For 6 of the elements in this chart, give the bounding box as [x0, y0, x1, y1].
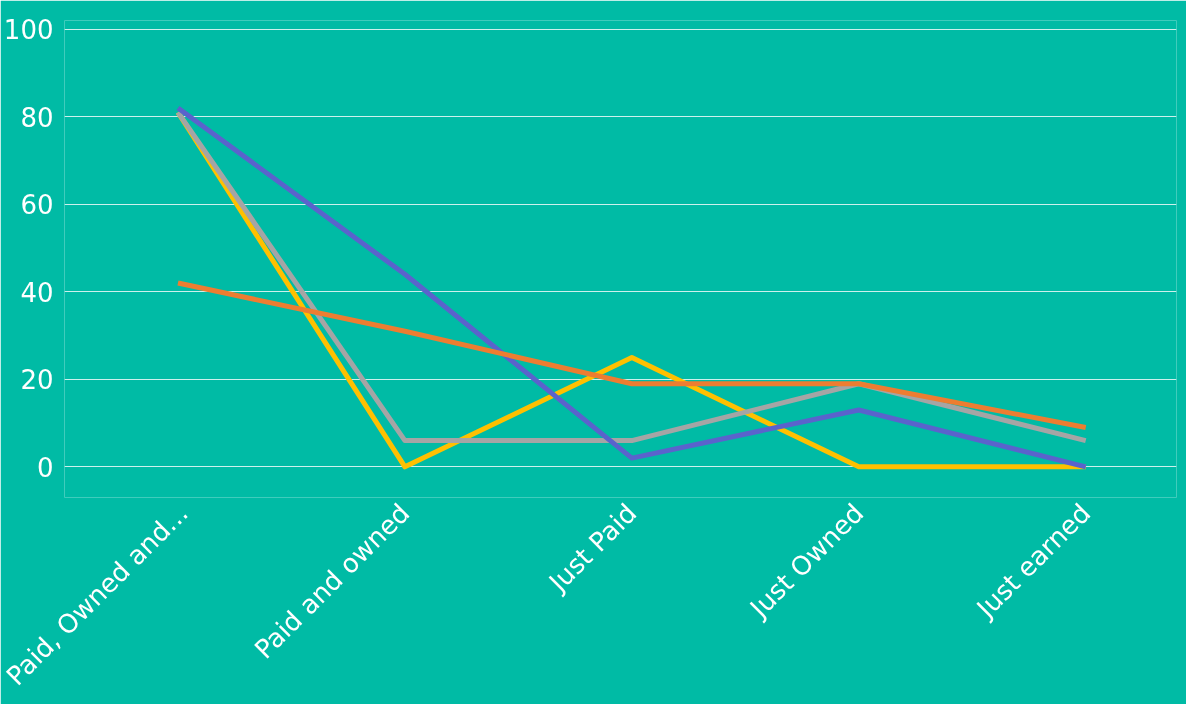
y-tick-label: 60: [20, 190, 54, 221]
y-tick-label: 0: [36, 452, 54, 483]
y-tick-label: 40: [20, 277, 54, 308]
y-tick-label: 20: [20, 365, 54, 396]
y-tick-label: 100: [3, 15, 54, 46]
y-tick-label: 80: [20, 102, 54, 133]
